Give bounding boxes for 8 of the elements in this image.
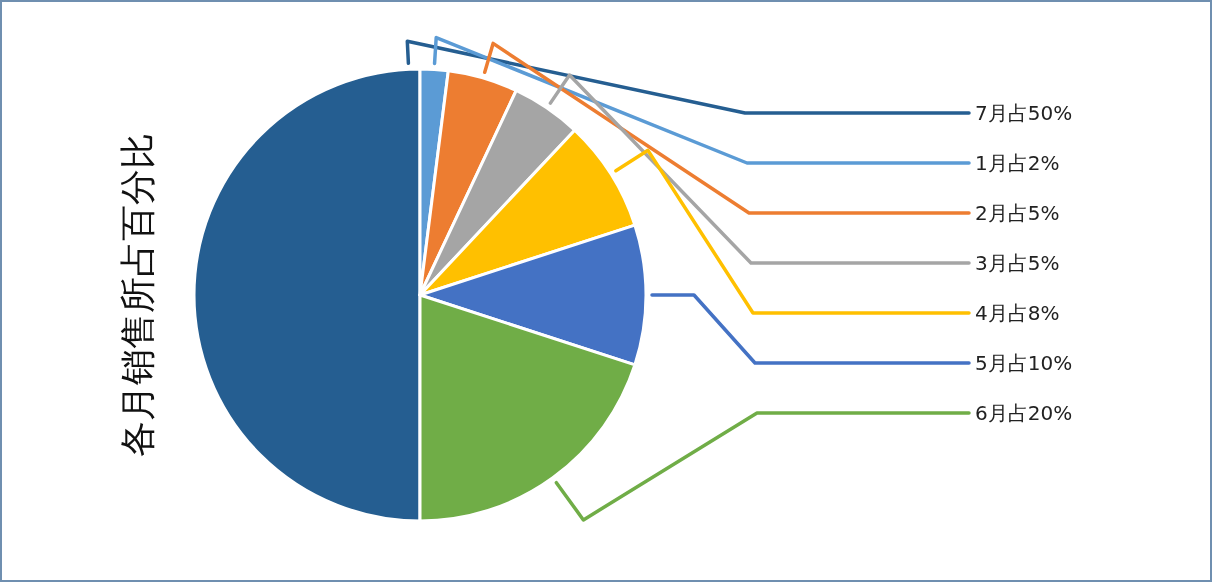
slice-label: 6月占20% (975, 401, 1073, 425)
slice-label: 3月占5% (975, 251, 1060, 275)
slice-label: 5月占10% (975, 351, 1073, 375)
slice-label: 1月占2% (975, 151, 1060, 175)
slice-label: 2月占5% (975, 201, 1060, 225)
text: 各月销售所占百分比 (117, 133, 158, 457)
slice-label: 7月占50% (975, 101, 1073, 125)
slice-label: 4月占8% (975, 301, 1060, 325)
